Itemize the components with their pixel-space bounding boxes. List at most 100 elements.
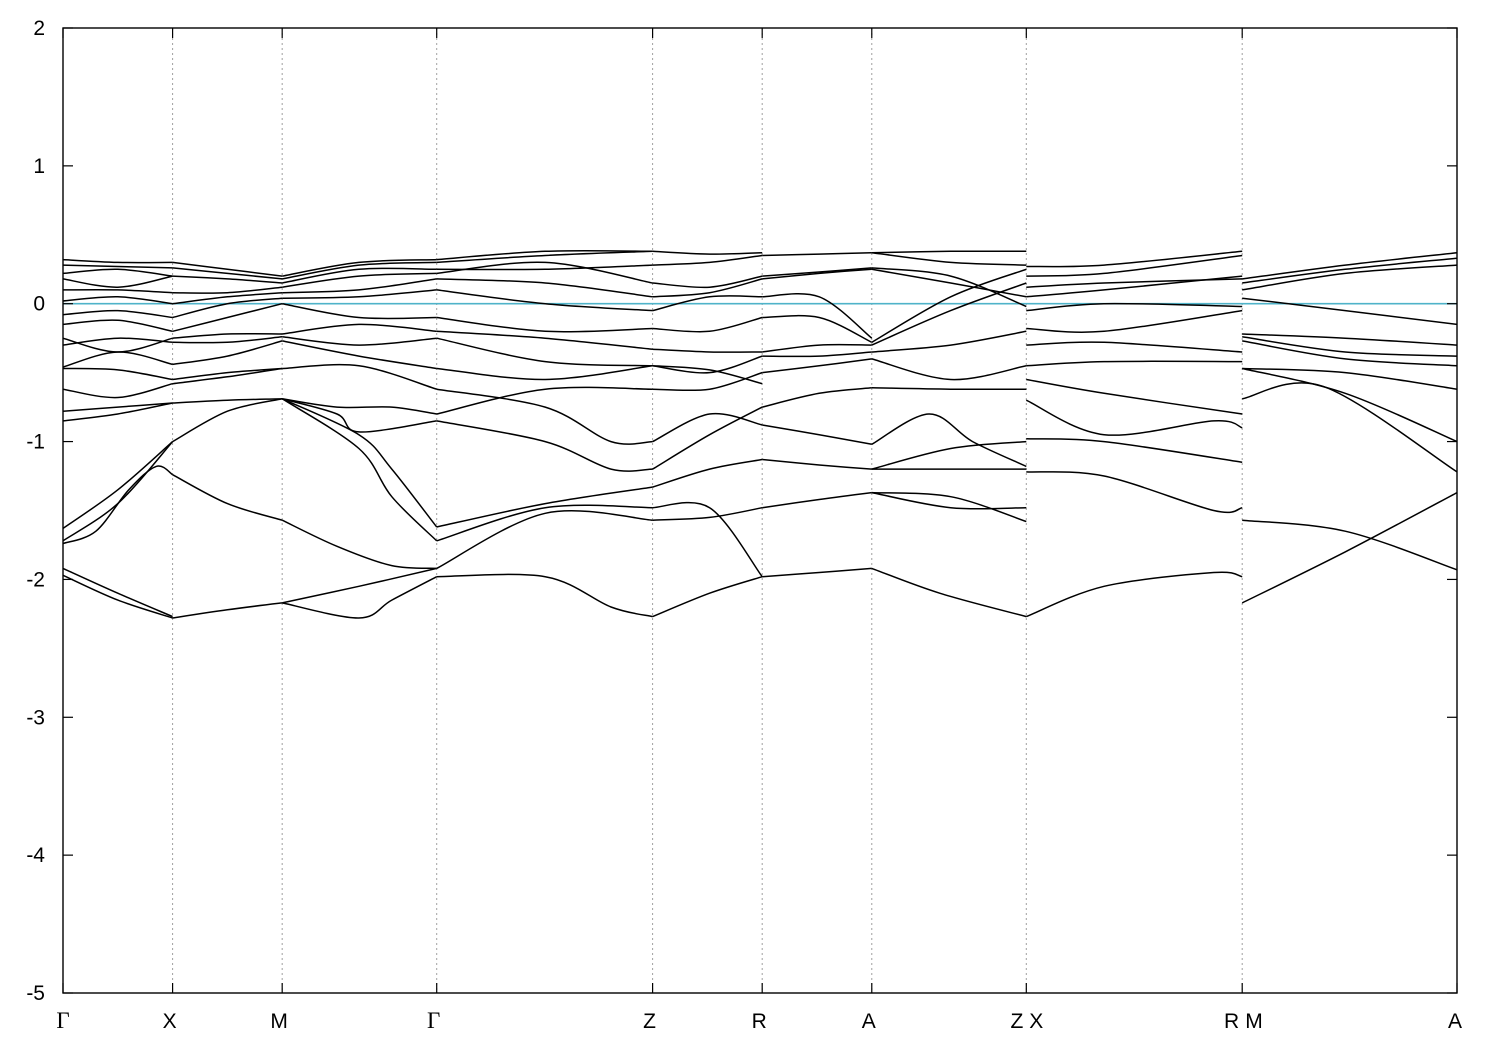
band-line bbox=[762, 314, 873, 343]
band-line bbox=[282, 267, 437, 284]
x-tick-label: Γ bbox=[56, 1008, 69, 1033]
band-line bbox=[63, 319, 173, 333]
band-line bbox=[282, 576, 438, 619]
band-line bbox=[1026, 250, 1243, 268]
band-line bbox=[762, 251, 872, 257]
x-tick-label: M bbox=[1245, 1010, 1263, 1033]
band-line bbox=[652, 295, 763, 312]
band-line bbox=[282, 323, 437, 335]
band-line bbox=[436, 386, 653, 415]
band-line bbox=[436, 420, 653, 472]
y-axis-ticks: 2 1 0 -1 -2 -3 -4 -5 bbox=[26, 17, 1457, 1005]
band-line bbox=[436, 510, 653, 570]
band-line bbox=[762, 268, 872, 280]
band-line bbox=[652, 348, 763, 353]
x-tick-label: M bbox=[270, 1010, 288, 1033]
kpoint-grid-lines bbox=[172, 28, 1243, 993]
band-line bbox=[1026, 275, 1243, 298]
band-line bbox=[172, 267, 283, 280]
x-tick-label: X bbox=[163, 1010, 177, 1033]
band-line bbox=[172, 474, 283, 521]
band-line bbox=[172, 297, 283, 319]
x-tick-label: X bbox=[1029, 1010, 1043, 1033]
band-lines bbox=[63, 249, 1457, 619]
band-line bbox=[63, 309, 173, 319]
band-line bbox=[172, 275, 283, 284]
x-tick-label: R bbox=[1224, 1010, 1239, 1033]
band-line bbox=[871, 251, 1027, 266]
y-tick-label: 1 bbox=[33, 155, 45, 178]
band-line bbox=[436, 504, 653, 542]
band-line bbox=[436, 289, 653, 312]
band-line bbox=[282, 258, 437, 277]
band-line bbox=[871, 358, 1027, 381]
band-line bbox=[436, 249, 653, 261]
band-line bbox=[652, 575, 763, 618]
band-line bbox=[871, 250, 1027, 254]
band-line bbox=[172, 367, 283, 381]
band-line bbox=[63, 337, 173, 353]
band-line bbox=[172, 398, 283, 443]
band-line bbox=[652, 412, 763, 443]
band-line bbox=[1242, 264, 1457, 291]
band-line bbox=[1026, 360, 1243, 367]
band-line bbox=[1242, 367, 1457, 443]
band-line bbox=[63, 258, 173, 264]
band-line bbox=[281, 398, 438, 542]
band-line bbox=[652, 406, 763, 470]
x-tick-label: R bbox=[752, 1010, 767, 1033]
band-line bbox=[172, 336, 283, 344]
band-line bbox=[282, 302, 437, 320]
band-line bbox=[63, 268, 173, 277]
x-tick-label: Z bbox=[1010, 1010, 1023, 1033]
x-tick-label: A bbox=[1448, 1010, 1462, 1033]
band-line bbox=[652, 278, 763, 298]
band-line bbox=[1026, 302, 1243, 312]
band-line bbox=[871, 440, 1027, 470]
band-line bbox=[652, 316, 763, 333]
band-line bbox=[1241, 491, 1457, 604]
band-line bbox=[172, 302, 283, 333]
band-line bbox=[762, 458, 872, 470]
band-line bbox=[652, 506, 763, 521]
band-line bbox=[652, 365, 763, 385]
band-line bbox=[63, 264, 173, 269]
band-line bbox=[762, 567, 872, 578]
band-line bbox=[281, 519, 437, 570]
y-tick-label: -4 bbox=[26, 844, 45, 867]
x-tick-label: Z bbox=[643, 1010, 656, 1033]
band-line bbox=[762, 491, 872, 509]
x-tick-label: A bbox=[862, 1010, 876, 1033]
band-line bbox=[436, 264, 653, 271]
band-line bbox=[172, 367, 283, 385]
band-line bbox=[281, 398, 438, 528]
band-line bbox=[762, 387, 872, 408]
band-line bbox=[1242, 367, 1457, 390]
band-line bbox=[871, 491, 1027, 510]
band-line bbox=[172, 286, 283, 294]
band-line bbox=[63, 275, 173, 288]
band-line bbox=[871, 268, 1027, 343]
band-line bbox=[871, 282, 1027, 346]
band-line bbox=[1026, 341, 1243, 353]
band-line bbox=[762, 351, 872, 358]
band-line bbox=[63, 465, 174, 545]
band-line bbox=[63, 441, 174, 542]
x-tick-label: Γ bbox=[427, 1008, 440, 1033]
band-line bbox=[762, 358, 872, 374]
band-line bbox=[282, 261, 437, 280]
band-line bbox=[63, 337, 173, 346]
band-line bbox=[436, 388, 653, 445]
band-line bbox=[1242, 297, 1457, 326]
band-line bbox=[871, 491, 1027, 523]
band-line bbox=[281, 398, 437, 433]
band-line bbox=[172, 398, 283, 404]
band-line bbox=[762, 293, 873, 339]
band-line bbox=[652, 458, 763, 488]
band-line bbox=[1026, 278, 1243, 288]
band-line bbox=[282, 272, 437, 288]
band-line bbox=[436, 337, 653, 367]
band-line bbox=[172, 340, 283, 366]
